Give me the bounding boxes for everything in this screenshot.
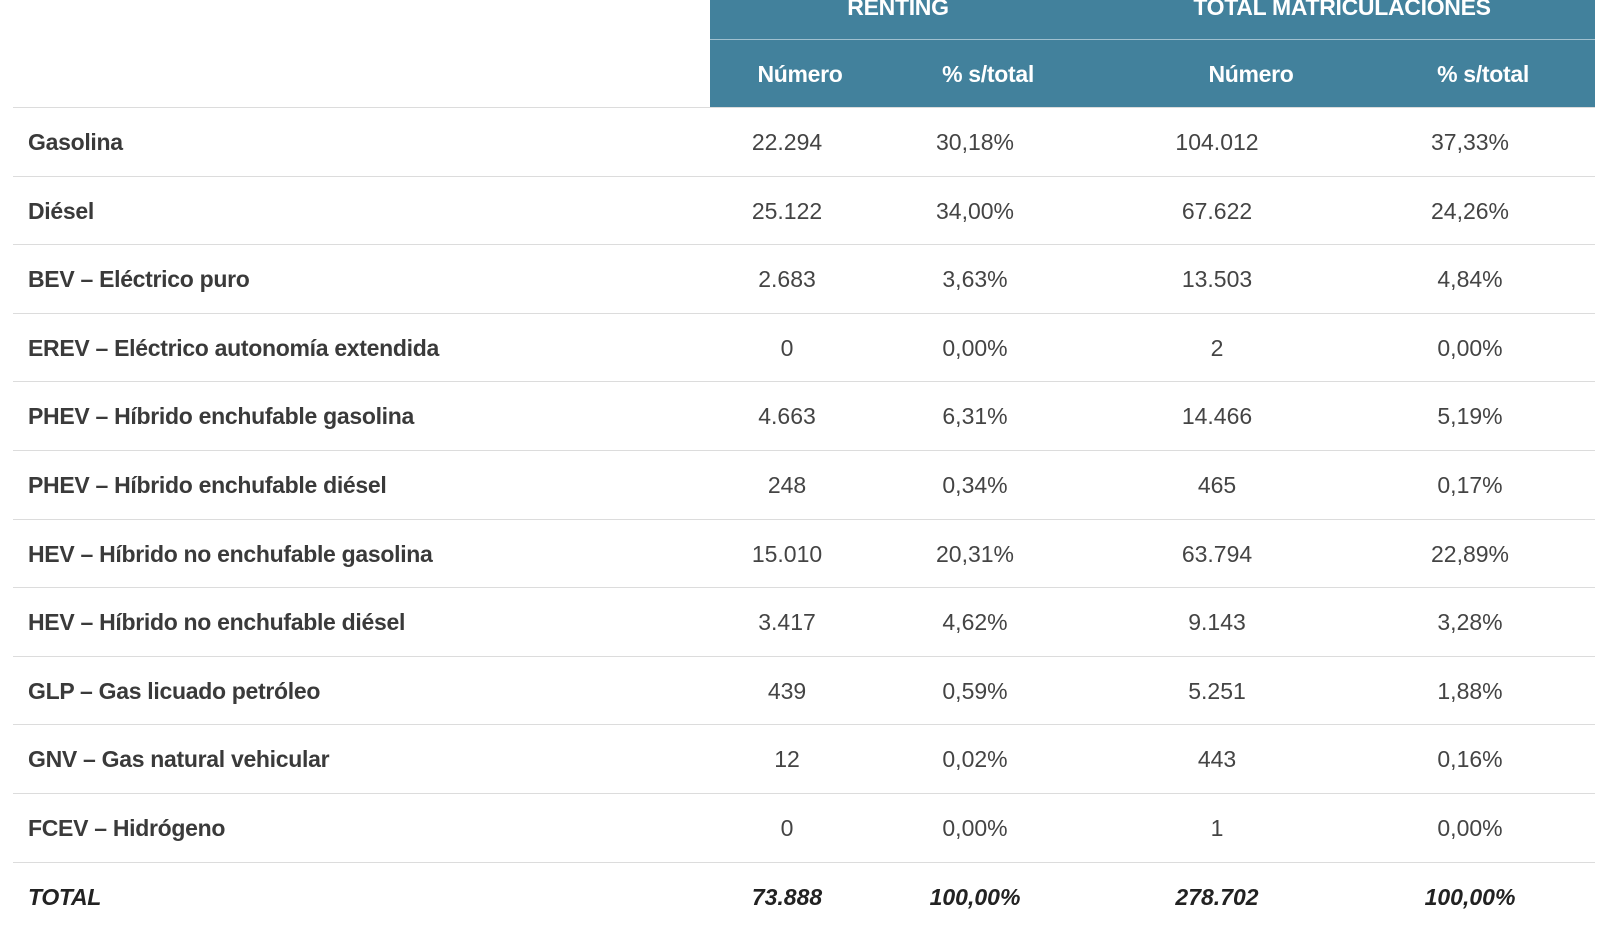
row-label: PHEV – Híbrido enchufable diésel bbox=[28, 472, 387, 498]
renting-pct-cell: 0,00% bbox=[942, 335, 1008, 361]
table-row: FCEV – Hidrógeno 0 0,00% 1 0,00% bbox=[13, 793, 1595, 862]
total-numero-cell: 13.503 bbox=[1181, 266, 1253, 292]
total-pct-cell: 3,28% bbox=[1437, 609, 1503, 635]
total-pct-cell: 1,88% bbox=[1437, 678, 1503, 704]
renting-numero-cell: 0 bbox=[780, 335, 794, 361]
table-row: PHEV – Híbrido enchufable gasolina 4.663 6… bbox=[13, 381, 1595, 450]
table-row: PHEV – Híbrido enchufable diésel 248 0,34%… bbox=[13, 450, 1595, 519]
table-row: Gasolina 22.294 30,18% 104.012 37,33% bbox=[13, 107, 1595, 176]
renting-numero-cell: 2.683 bbox=[758, 266, 816, 292]
total-pct-cell: 22,89% bbox=[1430, 541, 1510, 567]
total-pct-cell: 4,84% bbox=[1437, 266, 1503, 292]
row-label: EREV – Eléctrico autonomía extendida bbox=[28, 335, 439, 361]
total-pct-cell: 0,16% bbox=[1437, 746, 1503, 772]
renting-pct-cell: 20,31% bbox=[935, 541, 1015, 567]
table-row: EREV – Eléctrico autonomía extendida 0 0,0… bbox=[13, 313, 1595, 382]
total-pct-cell: 100,00% bbox=[1424, 884, 1516, 910]
renting-pct-cell: 0,59% bbox=[942, 678, 1008, 704]
header-divider bbox=[710, 39, 1595, 40]
renting-pct-cell: 3,63% bbox=[942, 266, 1008, 292]
total-numero-cell: 443 bbox=[1197, 746, 1237, 772]
row-label: GNV – Gas natural vehicular bbox=[28, 746, 330, 772]
total-pct-cell: 5,19% bbox=[1437, 403, 1503, 429]
renting-numero-cell: 22.294 bbox=[751, 129, 823, 155]
total-numero-cell: 9.143 bbox=[1188, 609, 1246, 635]
renting-pct-cell: 30,18% bbox=[935, 129, 1015, 155]
total-numero-cell: 465 bbox=[1197, 472, 1237, 498]
total-numero-cell: 2 bbox=[1210, 335, 1224, 361]
total-numero-cell: 14.466 bbox=[1181, 403, 1253, 429]
subheader-numero-total: Número bbox=[1208, 61, 1294, 87]
total-numero-cell: 63.794 bbox=[1181, 541, 1253, 567]
group-header-renting: RENTING bbox=[847, 0, 949, 20]
renting-numero-cell: 15.010 bbox=[751, 541, 823, 567]
renting-pct-cell: 100,00% bbox=[929, 884, 1021, 910]
renting-pct-cell: 0,00% bbox=[942, 815, 1008, 841]
total-pct-cell: 0,00% bbox=[1437, 815, 1503, 841]
row-label: Gasolina bbox=[28, 129, 123, 155]
renting-numero-cell: 248 bbox=[767, 472, 807, 498]
total-numero-cell: 278.702 bbox=[1175, 884, 1259, 910]
total-numero-cell: 1 bbox=[1210, 815, 1224, 841]
renting-numero-cell: 3.417 bbox=[758, 609, 816, 635]
total-numero-cell: 104.012 bbox=[1175, 129, 1259, 155]
group-header-total-matriculaciones: TOTAL MATRICULACIONES bbox=[1193, 0, 1491, 20]
total-pct-cell: 0,17% bbox=[1437, 472, 1503, 498]
renting-numero-cell: 4.663 bbox=[758, 403, 816, 429]
row-label: HEV – Híbrido no enchufable diésel bbox=[28, 609, 406, 635]
total-label: TOTAL bbox=[28, 884, 102, 910]
row-label: HEV – Híbrido no enchufable gasolina bbox=[28, 541, 433, 567]
total-row: TOTAL 73.888 100,00% 278.702 100,00% bbox=[13, 862, 1595, 931]
subheader-numero-renting: Número bbox=[757, 61, 843, 87]
renting-numero-cell: 439 bbox=[767, 678, 807, 704]
table-row: HEV – Híbrido no enchufable gasolina 15.0… bbox=[13, 519, 1595, 588]
renting-numero-cell: 12 bbox=[774, 746, 800, 772]
subheader-pct-total: % s/total bbox=[1437, 61, 1529, 87]
renting-pct-cell: 4,62% bbox=[942, 609, 1008, 635]
row-label: PHEV – Híbrido enchufable gasolina bbox=[28, 403, 414, 429]
renting-pct-cell: 0,34% bbox=[942, 472, 1008, 498]
table-row: HEV – Híbrido no enchufable diésel 3.417 4… bbox=[13, 587, 1595, 656]
table-row: GNV – Gas natural vehicular 12 0,02% 443 0,1… bbox=[13, 724, 1595, 793]
row-label: GLP – Gas licuado petróleo bbox=[28, 678, 321, 704]
total-pct-cell: 37,33% bbox=[1430, 129, 1510, 155]
total-pct-cell: 24,26% bbox=[1430, 198, 1510, 224]
total-numero-cell: 5.251 bbox=[1188, 678, 1246, 704]
table-row: GLP – Gas licuado petróleo 439 0,59% 5.251 1… bbox=[13, 656, 1595, 725]
header-background bbox=[710, 0, 1595, 107]
renting-numero-cell: 73.888 bbox=[751, 884, 823, 910]
row-label: BEV – Eléctrico puro bbox=[28, 266, 250, 292]
renting-pct-cell: 6,31% bbox=[942, 403, 1008, 429]
renting-numero-cell: 25.122 bbox=[751, 198, 823, 224]
subheader-pct-renting: % s/total bbox=[942, 61, 1034, 87]
row-label: FCEV – Hidrógeno bbox=[28, 815, 226, 841]
renting-pct-cell: 34,00% bbox=[935, 198, 1015, 224]
table-row: BEV – Eléctrico puro 2.683 3,63% 13.503 4,84… bbox=[13, 244, 1595, 313]
renting-numero-cell: 0 bbox=[780, 815, 794, 841]
row-label: Diésel bbox=[28, 198, 94, 224]
renting-pct-cell: 0,02% bbox=[942, 746, 1008, 772]
table-row: Diésel 25.122 34,00% 67.622 24,26% bbox=[13, 176, 1595, 245]
total-pct-cell: 0,00% bbox=[1437, 335, 1503, 361]
total-numero-cell: 67.622 bbox=[1181, 198, 1253, 224]
